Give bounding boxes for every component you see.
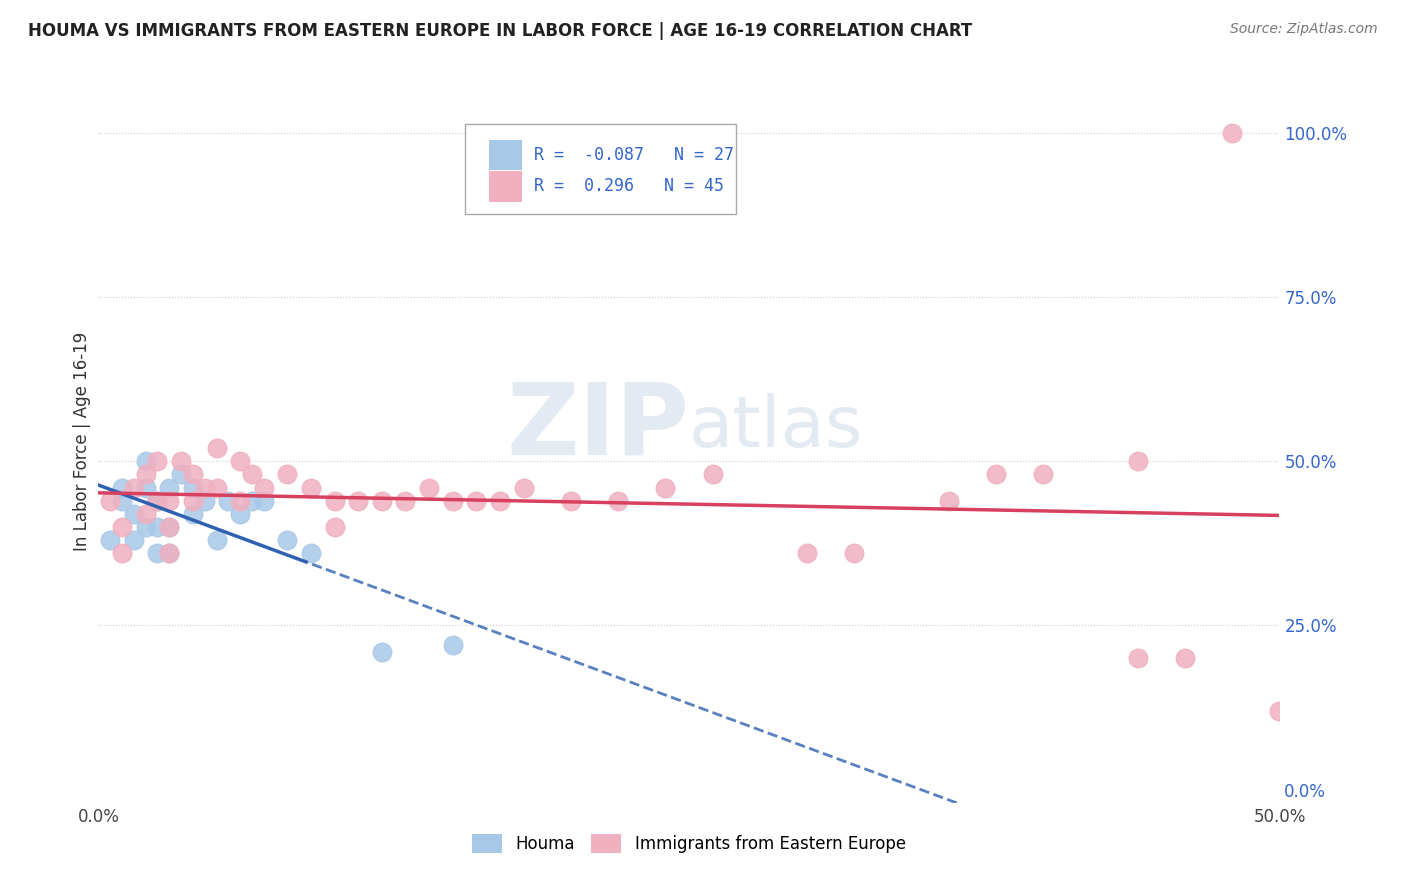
FancyBboxPatch shape [489,139,523,169]
Point [299,481,322,495]
Text: atlas: atlas [689,392,863,461]
Text: R =  0.296   N = 45: R = 0.296 N = 45 [534,178,724,195]
Point [111,546,134,560]
Point [122,533,145,547]
FancyBboxPatch shape [464,124,737,214]
Point [122,481,145,495]
Point [276,467,298,482]
Point [253,481,276,495]
Point [371,493,394,508]
Point [181,493,204,508]
Point [135,467,157,482]
FancyBboxPatch shape [489,171,523,202]
Point [181,507,204,521]
Point [654,481,676,495]
Point [98,533,121,547]
Point [146,454,169,468]
Point [371,645,394,659]
Point [229,507,252,521]
Point [194,481,217,495]
Point [122,507,145,521]
Point [299,546,322,560]
Point [135,520,157,534]
Point [205,533,228,547]
Point [157,546,180,560]
Point [560,493,582,508]
Point [157,546,180,560]
Point [489,493,512,508]
Point [135,507,157,521]
Point [229,493,252,508]
Point [607,493,630,508]
Point [323,493,346,508]
Point [347,493,370,508]
Point [170,454,193,468]
Point [512,481,534,495]
Point [323,520,346,534]
Point [181,467,204,482]
Point [240,493,263,508]
Point [418,481,440,495]
Point [1268,704,1291,718]
Point [229,454,252,468]
Text: R =  -0.087   N = 27: R = -0.087 N = 27 [534,145,734,164]
Point [111,493,134,508]
Point [194,493,217,508]
Point [253,493,276,508]
Point [844,546,866,560]
Legend: Houma, Immigrants from Eastern Europe: Houma, Immigrants from Eastern Europe [465,827,912,860]
Point [146,546,169,560]
Text: ZIP: ZIP [506,378,689,475]
Point [157,481,180,495]
Point [181,481,204,495]
Y-axis label: In Labor Force | Age 16-19: In Labor Force | Age 16-19 [73,332,91,551]
Point [938,493,960,508]
Point [441,493,464,508]
Point [217,493,239,508]
Point [205,481,228,495]
Point [146,493,169,508]
Point [157,493,180,508]
Point [135,454,157,468]
Point [205,441,228,455]
Point [441,638,464,652]
Point [98,493,121,508]
Point [146,520,169,534]
Point [702,467,724,482]
Point [1126,454,1149,468]
Text: HOUMA VS IMMIGRANTS FROM EASTERN EUROPE IN LABOR FORCE | AGE 16-19 CORRELATION C: HOUMA VS IMMIGRANTS FROM EASTERN EUROPE … [28,22,973,40]
Point [111,520,134,534]
Point [157,520,180,534]
Point [1220,126,1243,140]
Point [1174,651,1197,665]
Point [276,533,298,547]
Text: Source: ZipAtlas.com: Source: ZipAtlas.com [1230,22,1378,37]
Point [465,493,488,508]
Point [796,546,818,560]
Point [146,493,169,508]
Point [984,467,1007,482]
Point [240,467,263,482]
Point [170,467,193,482]
Point [135,481,157,495]
Point [394,493,416,508]
Point [157,520,180,534]
Point [111,481,134,495]
Point [1126,651,1149,665]
Point [1032,467,1054,482]
